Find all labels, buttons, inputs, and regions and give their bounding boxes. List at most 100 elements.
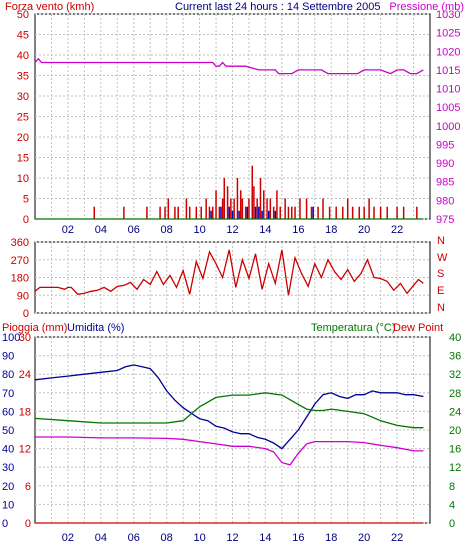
wind-x-tick-label: 14 (259, 224, 271, 236)
pressure-axis-label: Pressione (mb) (389, 1, 464, 13)
climate-x-tick-label: 18 (325, 532, 337, 544)
gust-bar (267, 210, 270, 219)
wind-bar (93, 206, 95, 219)
humidity-y-tick-label: 10 (2, 499, 14, 511)
pressure-y-tick-label: 985 (436, 177, 454, 189)
wind-bar (223, 178, 226, 219)
rain-axis-label: Pioggia (mm) (2, 322, 67, 334)
climate-x-tick-label: 12 (226, 532, 238, 544)
chart-title: Current last 24 hours : 14 Settembre 200… (175, 1, 380, 13)
wind-x-tick-label: 20 (358, 224, 370, 236)
wind-bar (215, 190, 217, 219)
wind-y-tick-label: 15 (17, 153, 29, 165)
wind-x-tick-label: 04 (95, 224, 107, 236)
humidity-y-tick-label: 50 (2, 425, 14, 437)
wind-bar (195, 206, 198, 219)
wind-bar (294, 206, 296, 219)
wind-bar (188, 206, 191, 219)
compass-label: N (437, 302, 445, 314)
temperature-y-tick-label: 4 (449, 499, 455, 511)
wind-bar (342, 206, 344, 219)
wind-bar (368, 198, 370, 219)
humidity-y-tick-label: 100 (2, 332, 20, 344)
wind-bar (305, 198, 308, 219)
compass-label: E (437, 285, 444, 297)
climate-x-tick-label: 20 (358, 532, 370, 544)
humidity-y-tick-label: 60 (2, 406, 14, 418)
temperature-axis-label: Temperatura (°C) (311, 322, 395, 334)
wind-bar (226, 186, 229, 219)
wind-bar (230, 198, 232, 219)
wind-bar (251, 165, 253, 219)
pressure-y-tick-label: 1000 (436, 121, 460, 133)
wind-bar (346, 198, 349, 219)
wind-bar (123, 206, 125, 219)
humidity-axis-label: Umidita (%) (67, 322, 124, 334)
temperature-y-tick-label: 40 (449, 332, 461, 344)
direction-panel (34, 241, 431, 314)
climate-x-tick-label: 22 (391, 532, 403, 544)
humidity-y-tick-label: 20 (2, 481, 14, 493)
wind-bar (159, 206, 161, 219)
climate-x-tick-label: 14 (259, 532, 271, 544)
wind-bar (177, 206, 179, 219)
direction-y-tick-label: 180 (11, 273, 29, 285)
wind-bar (263, 190, 265, 219)
gust-bar (261, 210, 263, 219)
pressure-y-tick-label: 995 (436, 139, 454, 151)
gust-bar (210, 210, 212, 219)
wind-bar (317, 206, 319, 219)
wind-y-tick-label: 35 (17, 71, 29, 83)
temperature-y-tick-label: 0 (449, 518, 455, 530)
wind-axis-label: Forza vento (kmh) (5, 1, 94, 13)
pressure-y-tick-label: 1020 (436, 46, 460, 58)
wind-bar (358, 206, 360, 219)
wind-x-tick-label: 12 (226, 224, 238, 236)
wind-bar (174, 206, 176, 219)
wind-bar (253, 186, 255, 219)
wind-x-tick-label: 02 (62, 224, 74, 236)
wind-x-tick-label: 22 (391, 224, 403, 236)
pressure-y-tick-label: 1010 (436, 84, 460, 96)
humidity-y-tick-label: 80 (2, 369, 14, 381)
temperature-y-tick-label: 36 (449, 351, 461, 363)
wind-bar (284, 198, 286, 219)
wind-y-tick-label: 5 (23, 194, 29, 206)
wind-x-tick-label: 08 (161, 224, 173, 236)
direction-y-tick-label: 0 (23, 308, 29, 320)
humidity-y-tick-label: 70 (2, 388, 14, 400)
wind-x-tick-label: 16 (292, 224, 304, 236)
wind-bar (416, 206, 418, 219)
direction-y-tick-label: 360 (11, 237, 29, 249)
wind-bar (402, 206, 405, 219)
wind-bar (310, 206, 313, 219)
wind-bar (164, 206, 166, 219)
wind-bar (236, 178, 239, 219)
wind-y-tick-label: 25 (17, 112, 29, 124)
wind-y-tick-label: 50 (17, 9, 29, 21)
pressure-y-tick-label: 990 (436, 158, 454, 170)
wind-bar (279, 206, 281, 219)
gust-bar (246, 206, 249, 219)
wind-bar (266, 198, 268, 219)
climate-x-tick-label: 04 (95, 532, 107, 544)
wind-y-tick-label: 40 (17, 50, 29, 62)
gust-bar (228, 206, 230, 219)
wind-bar (269, 198, 272, 219)
humidity-y-tick-label: 0 (2, 518, 8, 530)
wind-bar (212, 206, 214, 219)
gust-bar (231, 210, 234, 219)
temperature-y-tick-label: 20 (449, 425, 461, 437)
climate-x-tick-label: 16 (292, 532, 304, 544)
direction-y-tick-label: 270 (11, 255, 29, 267)
wind-bar (239, 190, 242, 219)
wind-y-tick-label: 10 (17, 173, 29, 185)
wind-y-tick-label: 30 (17, 91, 29, 103)
wind-bar (248, 198, 250, 219)
wind-bar (299, 198, 301, 219)
wind-bar (208, 206, 211, 219)
wind-bar (351, 206, 354, 219)
rain-y-tick-label: 0 (25, 518, 31, 530)
temperature-line (34, 392, 424, 429)
